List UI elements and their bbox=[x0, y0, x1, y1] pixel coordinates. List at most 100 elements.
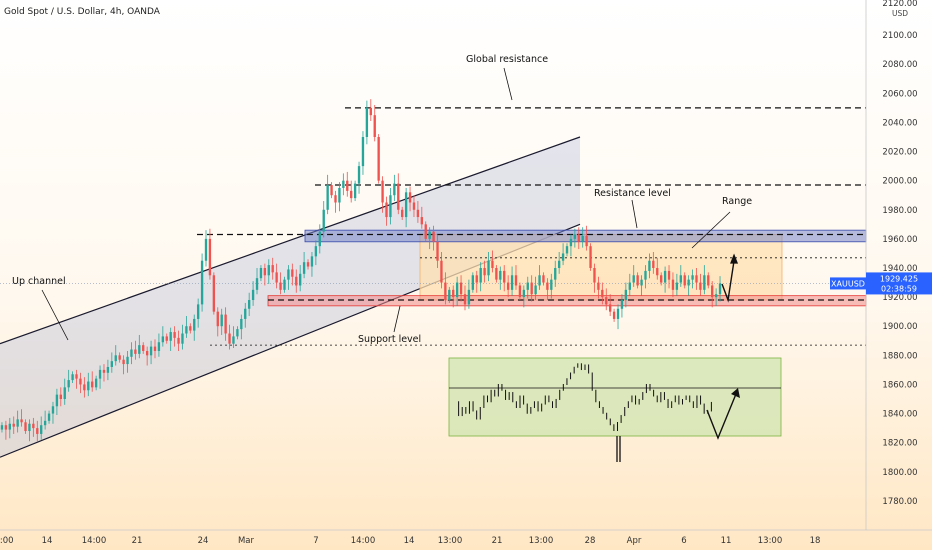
candle bbox=[91, 371, 94, 392]
candle bbox=[232, 326, 235, 349]
annotation-pointer bbox=[393, 305, 401, 333]
candle-body bbox=[87, 381, 90, 391]
candle-body bbox=[83, 384, 86, 391]
x-tick-label: 13:00 bbox=[758, 536, 783, 546]
candle bbox=[671, 272, 675, 298]
candle-body bbox=[247, 300, 251, 309]
candle-body bbox=[385, 202, 388, 218]
candle-body bbox=[142, 345, 145, 351]
candle bbox=[161, 326, 165, 347]
y-tick-label: 1980.00 bbox=[882, 206, 917, 216]
candle bbox=[416, 201, 420, 223]
candle bbox=[200, 253, 204, 312]
annotation-pointer bbox=[631, 199, 638, 229]
symbol-tag[interactable] bbox=[830, 277, 866, 290]
candle-body bbox=[279, 282, 282, 290]
candle bbox=[612, 308, 616, 322]
range-zone bbox=[419, 234, 783, 301]
candle-body bbox=[228, 333, 231, 344]
candle-body bbox=[644, 270, 647, 280]
candle bbox=[271, 257, 274, 280]
candle bbox=[534, 276, 537, 301]
candle bbox=[79, 372, 82, 394]
candle bbox=[718, 276, 722, 302]
candle bbox=[608, 294, 612, 317]
candle bbox=[165, 333, 168, 344]
candle-body bbox=[455, 282, 459, 298]
candle bbox=[691, 269, 694, 289]
candle-body bbox=[322, 209, 325, 232]
candle bbox=[24, 419, 27, 434]
candle-body bbox=[177, 337, 180, 344]
price-tag-countdown: 02:38:59 bbox=[881, 284, 917, 293]
candle-body bbox=[585, 235, 588, 247]
candle bbox=[40, 416, 43, 440]
candle bbox=[28, 419, 31, 442]
candle-body bbox=[510, 275, 514, 290]
candle-body bbox=[714, 294, 718, 298]
candle bbox=[432, 225, 435, 251]
candle bbox=[255, 268, 259, 295]
candle bbox=[16, 410, 19, 433]
candle bbox=[420, 206, 423, 229]
candle bbox=[601, 282, 604, 305]
candle bbox=[675, 273, 679, 296]
candle bbox=[244, 302, 247, 328]
candle-body bbox=[546, 282, 549, 290]
candle bbox=[585, 225, 588, 251]
candle-body bbox=[106, 366, 110, 373]
candle-body bbox=[408, 192, 412, 203]
candle bbox=[471, 272, 475, 293]
candle bbox=[695, 268, 698, 290]
candle bbox=[208, 228, 212, 280]
candle-body bbox=[299, 273, 302, 286]
candle bbox=[181, 324, 184, 350]
candle bbox=[381, 176, 384, 213]
candle-body bbox=[648, 260, 651, 271]
candle bbox=[522, 285, 526, 308]
candle-body bbox=[475, 275, 478, 283]
candle-body bbox=[377, 137, 380, 181]
candle-body bbox=[616, 308, 620, 319]
y-tick-label: 1860.00 bbox=[882, 380, 917, 390]
y-tick-label: 1900.00 bbox=[882, 322, 917, 332]
candle bbox=[149, 340, 153, 365]
candle-body bbox=[263, 268, 267, 276]
candle bbox=[401, 206, 404, 220]
projection-arrowhead bbox=[730, 253, 739, 264]
candle-body bbox=[149, 346, 153, 356]
candle-body bbox=[306, 262, 310, 267]
candle-body bbox=[338, 187, 341, 203]
candle bbox=[660, 272, 663, 286]
projection-arrow bbox=[721, 260, 735, 303]
x-tick-label: 24 bbox=[198, 536, 209, 546]
candle bbox=[377, 134, 380, 184]
candle-body bbox=[640, 279, 643, 286]
price-tag[interactable] bbox=[866, 272, 932, 295]
candle bbox=[67, 369, 70, 392]
candle-body bbox=[189, 326, 192, 331]
candle bbox=[581, 227, 584, 248]
candle-body bbox=[365, 107, 369, 137]
candle-body bbox=[471, 275, 475, 290]
candle bbox=[463, 285, 467, 311]
candle-body bbox=[369, 107, 372, 116]
candle-body bbox=[554, 268, 557, 280]
candle bbox=[714, 288, 718, 306]
candle-body bbox=[605, 297, 608, 305]
candle-body bbox=[169, 332, 172, 341]
candle-body bbox=[310, 256, 314, 267]
candle-body bbox=[224, 314, 227, 334]
candle bbox=[632, 265, 635, 287]
candle bbox=[467, 279, 471, 309]
candle-body bbox=[314, 246, 318, 257]
candle-body bbox=[220, 314, 223, 327]
y-tick-label: 1940.00 bbox=[882, 264, 917, 274]
candle bbox=[707, 272, 710, 289]
y-tick-label: 1820.00 bbox=[882, 439, 917, 449]
y-tick-label: 2060.00 bbox=[882, 89, 917, 99]
candle bbox=[322, 201, 325, 238]
candle bbox=[346, 171, 349, 197]
